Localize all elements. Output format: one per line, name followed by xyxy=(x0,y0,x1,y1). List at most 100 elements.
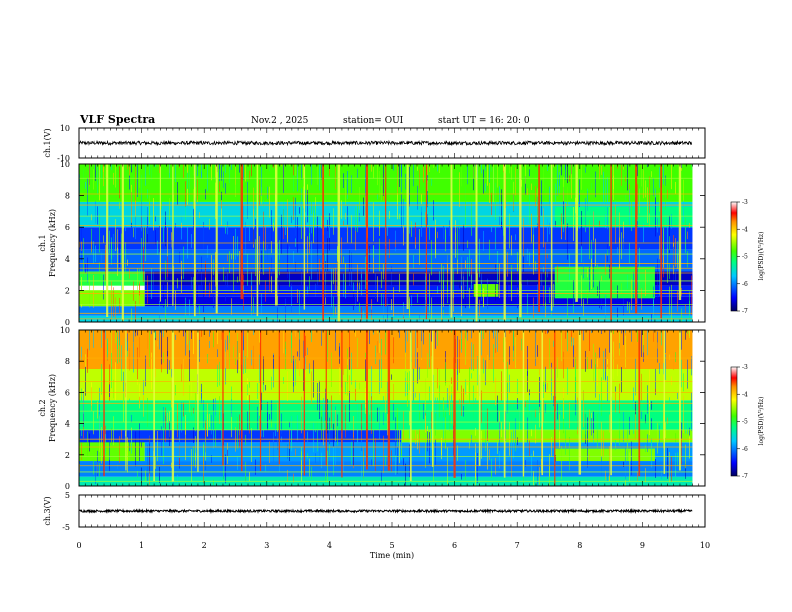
ch1-spectrogram-texture xyxy=(279,240,280,276)
ch1-spectrogram-texture xyxy=(389,211,390,219)
ch2-spectrogram-texture xyxy=(575,377,576,416)
ch2-spectrogram-texture xyxy=(529,440,530,457)
ch2-spectrogram-texture xyxy=(685,330,686,340)
ch1-spectrogram-texture xyxy=(437,164,438,172)
ch1-spectrogram-texture xyxy=(187,164,188,173)
ch2-spectrogram-texture xyxy=(513,429,514,459)
ch2-spectrogram-texture xyxy=(581,413,582,444)
ch2-spectrogram-texture xyxy=(225,351,226,378)
ch2-spectrogram-texture xyxy=(591,359,592,369)
ch1-spectrogram-texture xyxy=(179,164,180,169)
ch1-spectrogram-ylabel-channel: ch.1 xyxy=(38,234,47,251)
ch1-spectrogram-texture xyxy=(441,291,442,321)
ch1-spectrogram-texture xyxy=(691,275,692,315)
ch1-spectrogram-texture xyxy=(537,188,538,224)
ch1-spectrogram-texture xyxy=(601,165,602,175)
ch1-spectrogram-texture xyxy=(449,220,450,237)
ch1-spectrogram-texture xyxy=(251,285,252,311)
ch2-spectrogram-texture xyxy=(655,459,656,478)
ch2-spectrogram-texture xyxy=(113,379,114,399)
ch1-spectrogram-texture xyxy=(627,164,628,191)
ch1-spectrogram-texture xyxy=(225,275,226,302)
ch1-spectrogram-texture xyxy=(681,287,682,296)
ch1-spectrogram-texture xyxy=(473,164,474,179)
ch2-spectrogram-texture xyxy=(601,377,602,416)
ch1-spectrogram-texture xyxy=(235,164,236,198)
ch2-spectrogram-texture xyxy=(179,422,180,458)
ch1-spectrogram-texture xyxy=(251,272,252,292)
ch1-spectrogram-texture xyxy=(567,187,568,207)
ch1-spectrogram-texture xyxy=(351,175,352,194)
ch1-spectrogram-texture xyxy=(115,218,116,252)
ch1-spectrogram-texture xyxy=(591,258,592,290)
ch2-spectrogram-texture xyxy=(109,364,110,401)
ch2-spectrogram-texture xyxy=(143,382,144,417)
ch2-spectrogram-texture xyxy=(295,330,296,337)
ch2-spectrogram-texture xyxy=(91,387,92,412)
ch1-spectrogram-texture xyxy=(605,214,606,229)
ch1-spectrogram-texture xyxy=(463,291,464,299)
ch1-spectrogram-texture xyxy=(663,164,664,185)
ch1-spectrogram-texture xyxy=(419,229,420,265)
ch2-spectrogram-texture xyxy=(183,330,184,337)
ch1-spectrogram-texture xyxy=(221,191,222,209)
ch2-spectrogram-texture xyxy=(353,440,354,466)
ch2-spectrogram-texture xyxy=(481,430,482,459)
ch1-spectrogram-texture xyxy=(87,257,88,272)
ch2-spectrogram-texture xyxy=(615,392,616,413)
ch2-spectrogram-texture xyxy=(531,412,532,425)
ch2-spectrogram-texture xyxy=(111,352,112,389)
ch1-spectrogram-texture xyxy=(183,246,184,279)
ch2-spectrogram-texture xyxy=(539,406,540,428)
ch2-spectrogram-texture xyxy=(209,340,210,349)
ch2-spectrogram-texture xyxy=(437,330,438,346)
ch2-spectrogram-texture xyxy=(397,407,398,430)
ch2-spectrogram-texture xyxy=(333,423,334,447)
ch2-spectrogram-texture xyxy=(297,351,298,357)
ch1-spectrogram-texture xyxy=(677,241,678,263)
ch1-spectrogram-texture xyxy=(101,164,102,179)
ch1-spectrogram-ytick-label: 8 xyxy=(65,192,70,201)
ch2-spectrogram-texture xyxy=(87,431,88,457)
ch2-spectrogram-texture xyxy=(203,400,204,428)
ch1-spectrogram-texture xyxy=(81,241,82,251)
ch2-spectrogram-texture xyxy=(139,383,140,409)
ch1-spectrogram-colorbar-tick-label: -3 xyxy=(742,199,748,206)
ch2-spectrogram-texture xyxy=(149,436,150,474)
ch1-spectrogram-texture xyxy=(281,214,282,255)
ch1-spectrogram-texture xyxy=(419,203,420,211)
ch2-spectrogram-texture xyxy=(129,348,130,371)
ch2-spectrogram-texture xyxy=(435,413,436,436)
ch1-spectrogram-texture xyxy=(447,264,448,292)
ch2-spectrogram-texture xyxy=(403,458,404,466)
ch2-spectrogram-texture xyxy=(649,369,650,407)
ch1-spectrogram-texture xyxy=(639,188,640,214)
ch2-spectrogram-texture xyxy=(663,403,664,440)
ch1-spectrogram-texture xyxy=(119,230,120,268)
ch2-spectrogram-texture xyxy=(495,330,496,349)
ch1-spectrogram-texture xyxy=(203,222,204,249)
ch2-spectrogram-texture xyxy=(157,340,158,347)
ch2-spectrogram-texture xyxy=(301,460,302,482)
ch1-spectrogram-texture xyxy=(299,290,300,315)
ch2-spectrogram-texture xyxy=(539,376,540,413)
ch1-spectrogram-texture xyxy=(509,164,510,174)
ch1-spectrogram-texture xyxy=(333,296,334,316)
ch1-spectrogram-texture xyxy=(379,171,380,198)
ch1-spectrogram-texture xyxy=(211,164,212,181)
ch2-spectrogram-texture xyxy=(171,368,172,378)
ch1-spectrogram-ytick-label: 0 xyxy=(65,318,70,327)
ch2-spectrogram-texture xyxy=(531,429,532,437)
ch1-spectrogram-texture xyxy=(231,164,232,170)
ch2-spectrogram-texture xyxy=(195,392,196,432)
ch2-spectrogram-texture xyxy=(687,420,688,435)
ch2-spectrogram-texture xyxy=(259,418,260,431)
ch2-spectrogram-texture xyxy=(681,428,682,465)
ch1-spectrogram-texture xyxy=(549,222,550,235)
ch1-spectrogram-texture xyxy=(443,225,444,240)
ch2-spectrogram-texture xyxy=(635,401,636,415)
ch2-spectrogram-texture xyxy=(655,368,656,396)
ch1-spectrogram-texture xyxy=(311,240,312,280)
ch2-spectrogram-texture xyxy=(177,474,178,484)
ch1-spectrogram-texture xyxy=(443,309,444,316)
